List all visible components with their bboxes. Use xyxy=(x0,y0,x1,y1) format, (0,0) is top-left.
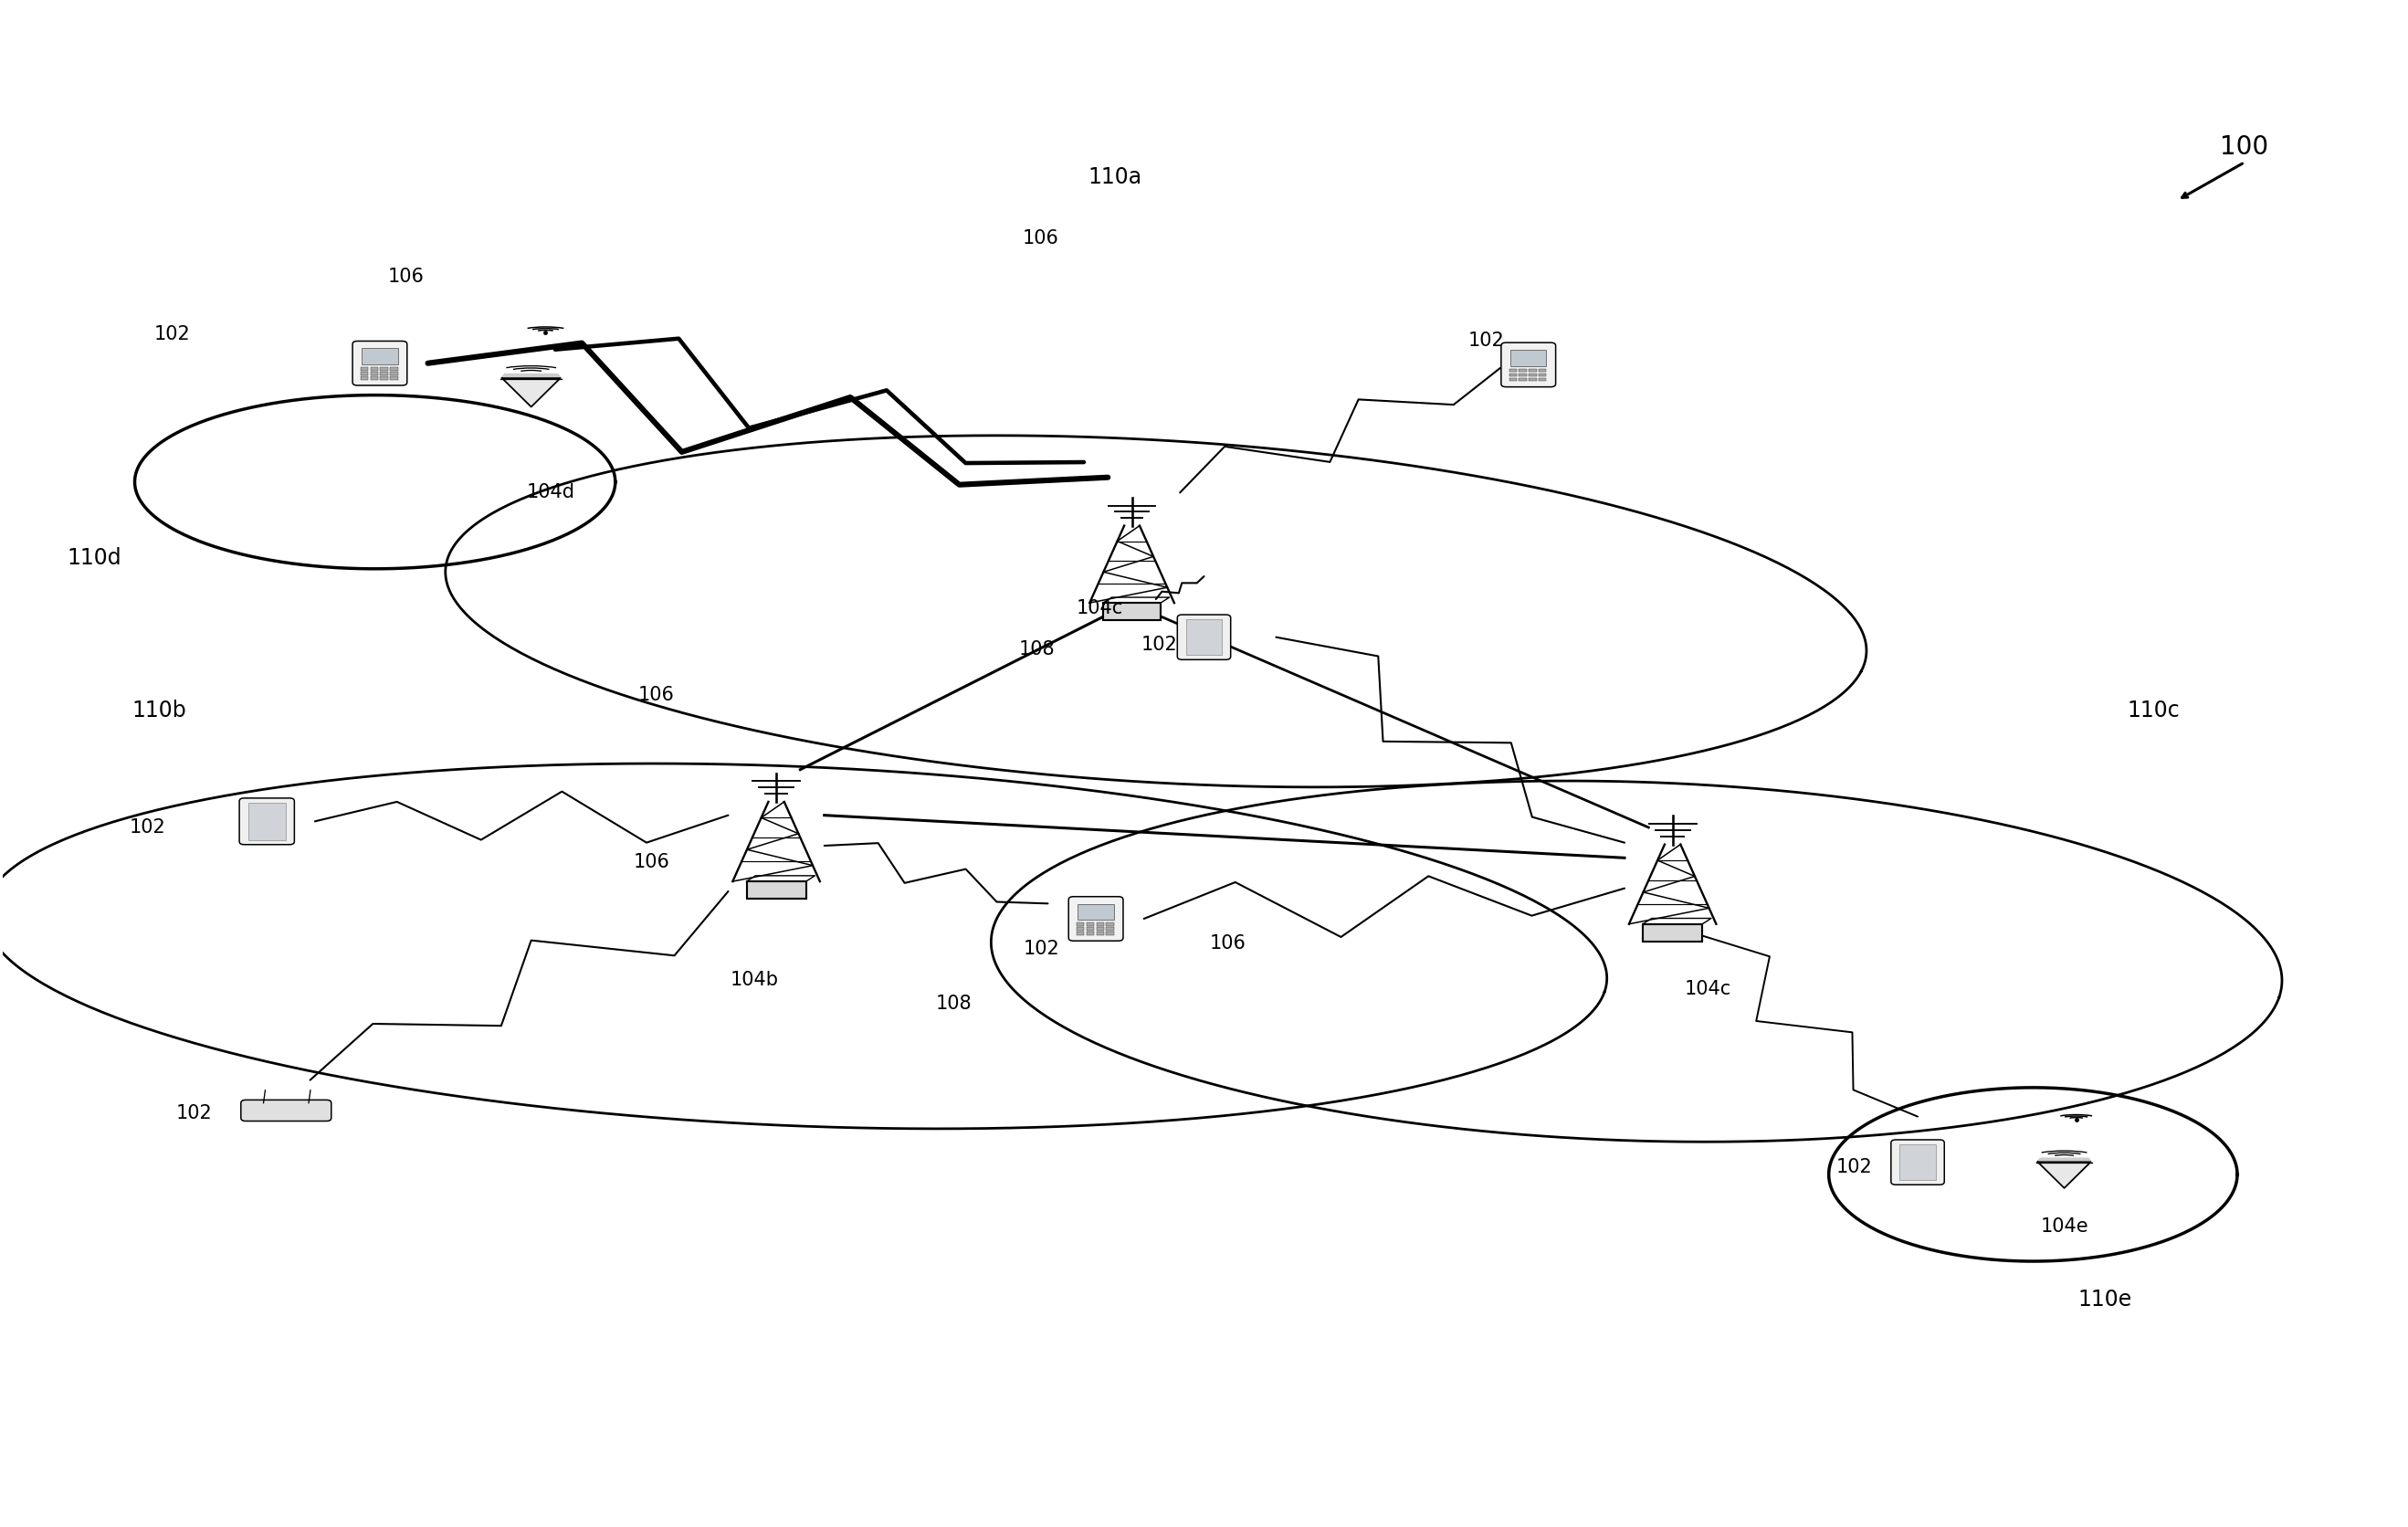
FancyBboxPatch shape xyxy=(1105,922,1115,925)
FancyBboxPatch shape xyxy=(1185,620,1223,655)
FancyBboxPatch shape xyxy=(380,376,388,380)
FancyBboxPatch shape xyxy=(1510,368,1517,373)
FancyBboxPatch shape xyxy=(1086,922,1093,925)
FancyBboxPatch shape xyxy=(1076,927,1084,930)
FancyBboxPatch shape xyxy=(1890,1139,1943,1185)
Text: 102: 102 xyxy=(1469,331,1505,350)
Text: 110e: 110e xyxy=(2078,1289,2131,1310)
FancyBboxPatch shape xyxy=(352,341,407,385)
FancyBboxPatch shape xyxy=(390,376,397,380)
Text: 106: 106 xyxy=(1023,229,1060,247)
FancyBboxPatch shape xyxy=(1096,931,1103,935)
FancyBboxPatch shape xyxy=(1103,603,1161,620)
FancyBboxPatch shape xyxy=(1076,922,1084,925)
Text: 102: 102 xyxy=(176,1104,212,1122)
FancyBboxPatch shape xyxy=(371,371,378,376)
Text: 102: 102 xyxy=(1141,635,1178,654)
FancyBboxPatch shape xyxy=(371,366,378,371)
Polygon shape xyxy=(2037,1157,2093,1162)
FancyBboxPatch shape xyxy=(1539,373,1546,377)
Text: 108: 108 xyxy=(1019,640,1055,658)
Text: 104c: 104c xyxy=(1686,980,1731,997)
FancyBboxPatch shape xyxy=(1178,615,1230,660)
FancyBboxPatch shape xyxy=(1096,927,1103,930)
FancyBboxPatch shape xyxy=(390,371,397,376)
Text: 104d: 104d xyxy=(527,484,576,502)
FancyBboxPatch shape xyxy=(1510,373,1517,377)
FancyBboxPatch shape xyxy=(1519,368,1527,373)
Text: 110b: 110b xyxy=(132,699,185,721)
Polygon shape xyxy=(503,379,561,406)
Polygon shape xyxy=(501,374,561,379)
FancyBboxPatch shape xyxy=(1642,924,1702,942)
Text: 110d: 110d xyxy=(67,547,120,570)
FancyBboxPatch shape xyxy=(1510,350,1546,366)
Text: 102: 102 xyxy=(1835,1157,1871,1176)
FancyBboxPatch shape xyxy=(1096,922,1103,925)
FancyBboxPatch shape xyxy=(238,799,294,844)
FancyBboxPatch shape xyxy=(1529,368,1536,373)
FancyBboxPatch shape xyxy=(1519,377,1527,382)
Text: 100: 100 xyxy=(2220,134,2268,160)
FancyBboxPatch shape xyxy=(1069,896,1122,941)
FancyBboxPatch shape xyxy=(371,376,378,380)
FancyBboxPatch shape xyxy=(1539,368,1546,373)
FancyBboxPatch shape xyxy=(1529,377,1536,382)
FancyBboxPatch shape xyxy=(241,1099,332,1121)
FancyBboxPatch shape xyxy=(1529,373,1536,377)
FancyBboxPatch shape xyxy=(390,366,397,371)
Text: 102: 102 xyxy=(154,325,190,344)
Text: 106: 106 xyxy=(388,267,424,286)
FancyBboxPatch shape xyxy=(1519,373,1527,377)
Polygon shape xyxy=(2037,1162,2090,1188)
FancyBboxPatch shape xyxy=(1105,931,1115,935)
FancyBboxPatch shape xyxy=(1539,377,1546,382)
FancyBboxPatch shape xyxy=(380,366,388,371)
FancyBboxPatch shape xyxy=(1086,931,1093,935)
FancyBboxPatch shape xyxy=(1500,342,1556,386)
Text: 106: 106 xyxy=(633,854,669,872)
Text: 110a: 110a xyxy=(1088,166,1141,188)
Text: 110c: 110c xyxy=(2126,699,2179,721)
FancyBboxPatch shape xyxy=(248,803,287,840)
Text: 104c: 104c xyxy=(1076,599,1125,617)
Text: 102: 102 xyxy=(130,818,166,837)
FancyBboxPatch shape xyxy=(1105,927,1115,930)
FancyBboxPatch shape xyxy=(361,348,397,365)
FancyBboxPatch shape xyxy=(746,881,807,899)
Text: 108: 108 xyxy=(937,994,973,1012)
FancyBboxPatch shape xyxy=(1900,1144,1936,1180)
FancyBboxPatch shape xyxy=(361,371,368,376)
FancyBboxPatch shape xyxy=(361,366,368,371)
FancyBboxPatch shape xyxy=(1076,931,1084,935)
FancyBboxPatch shape xyxy=(380,371,388,376)
Text: 102: 102 xyxy=(1023,941,1060,959)
FancyBboxPatch shape xyxy=(1510,377,1517,382)
Text: 106: 106 xyxy=(638,686,674,704)
FancyBboxPatch shape xyxy=(1079,904,1115,919)
Text: 104b: 104b xyxy=(730,971,780,989)
FancyBboxPatch shape xyxy=(1086,927,1093,930)
Text: 106: 106 xyxy=(1209,935,1247,953)
Text: 104e: 104e xyxy=(2040,1217,2088,1235)
FancyBboxPatch shape xyxy=(361,376,368,380)
